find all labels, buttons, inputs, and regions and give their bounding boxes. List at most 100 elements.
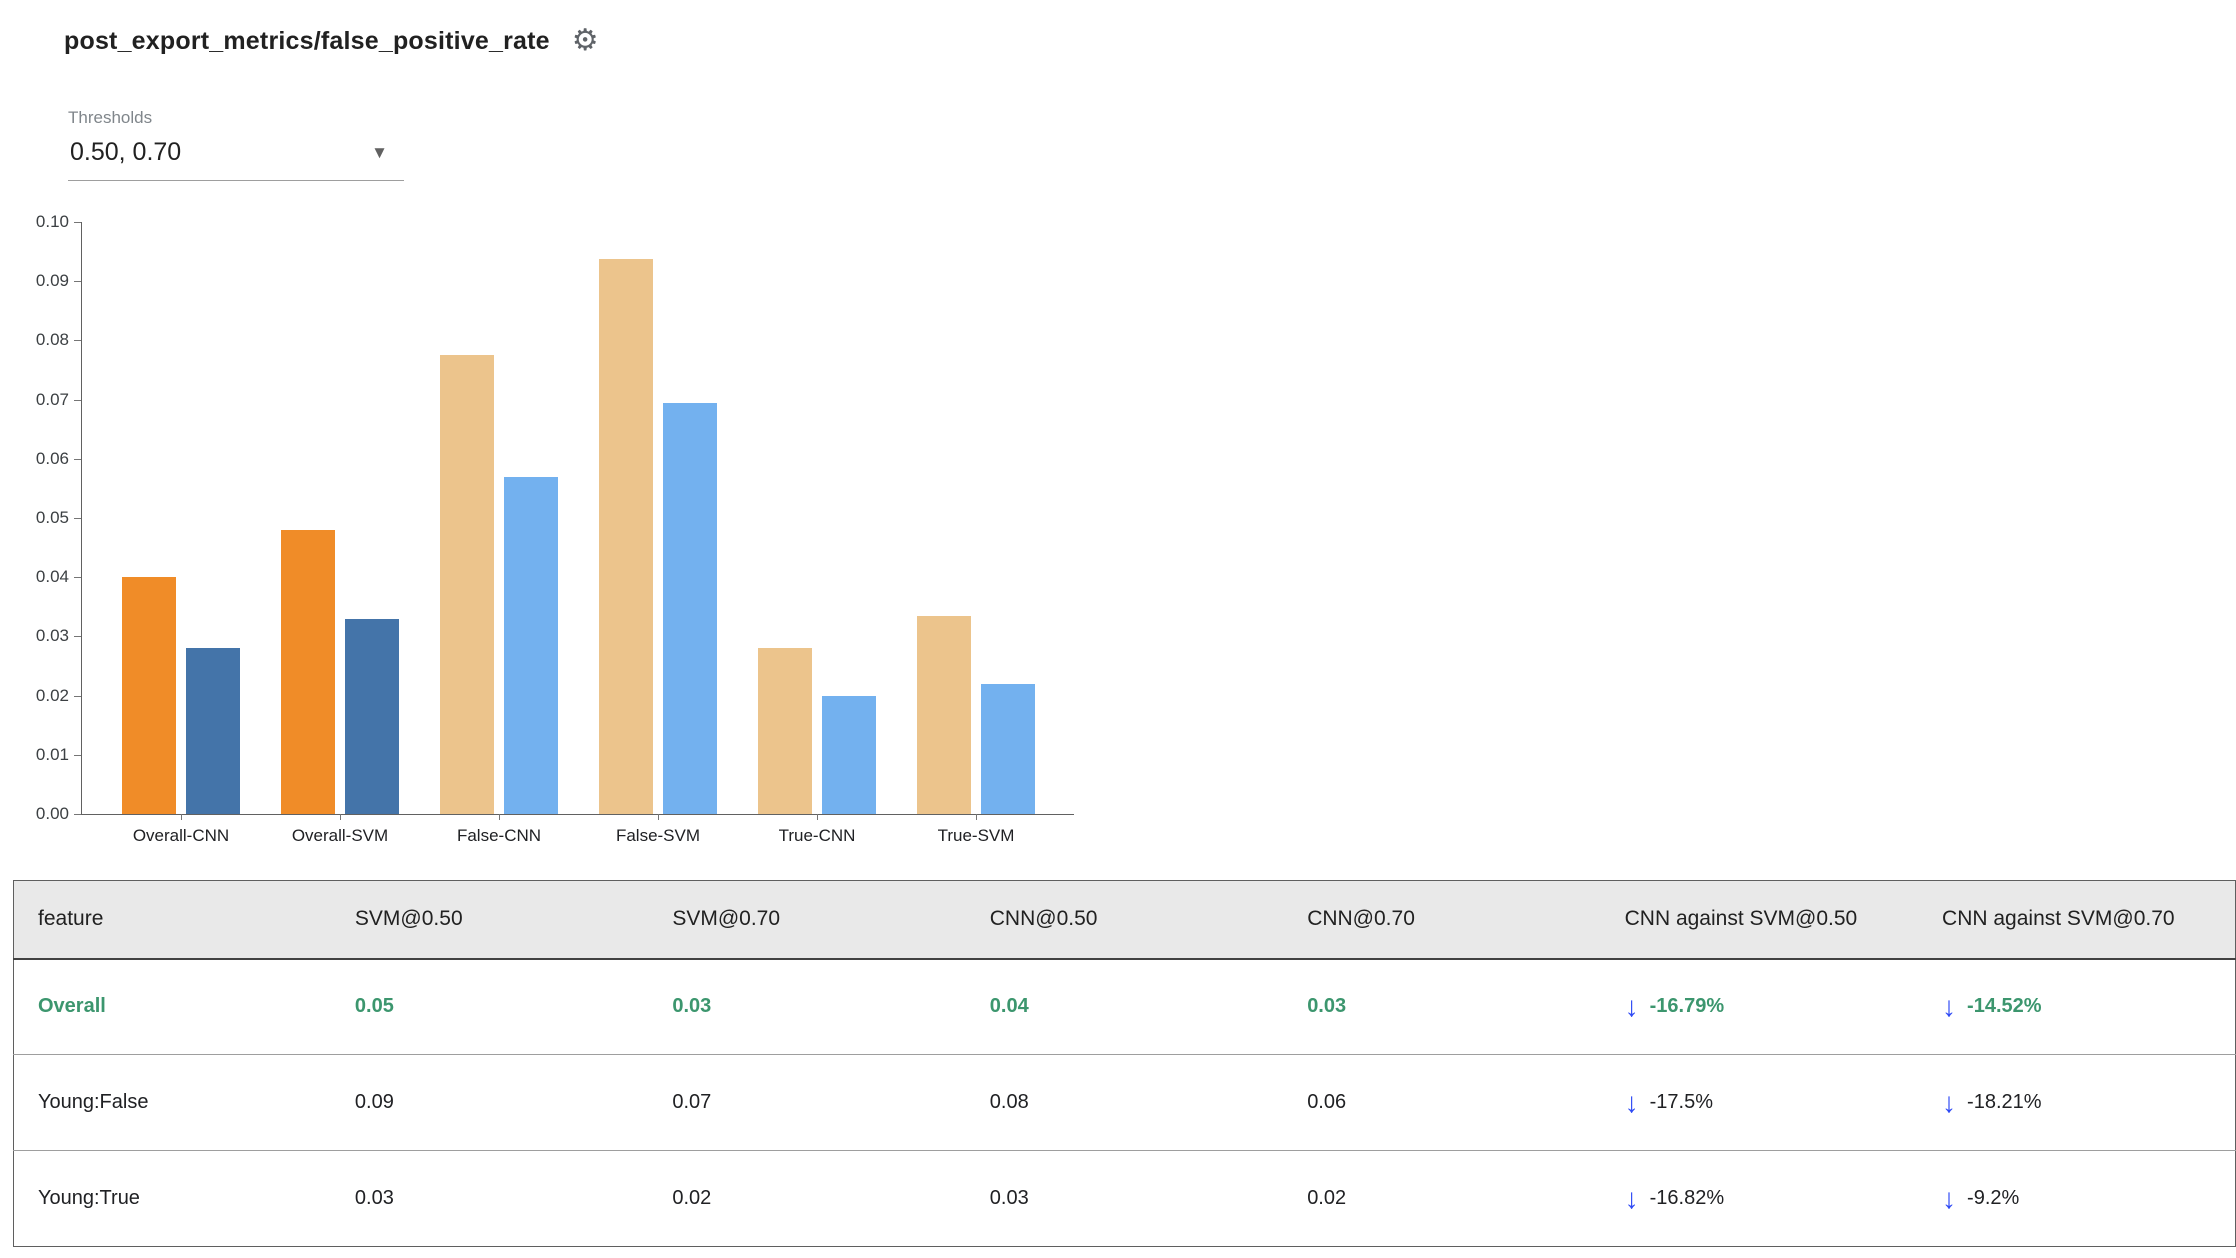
metric-value-cell: 0.02 xyxy=(648,1150,966,1247)
column-header: feature xyxy=(13,880,331,960)
bar-false-cnn-0-70[interactable] xyxy=(504,477,558,814)
bar-false-svm-0-50[interactable] xyxy=(599,259,653,814)
thresholds-label: Thresholds xyxy=(68,108,153,127)
bar-overall-svm-0-50[interactable] xyxy=(281,530,335,814)
delta-value: -9.2% xyxy=(1967,1187,2020,1209)
delta-cell: ↓ -16.82% xyxy=(1600,1150,1919,1247)
feature-cell: Young:False xyxy=(13,1054,331,1151)
metric-value-cell: 0.03 xyxy=(965,1150,1284,1247)
table-row[interactable]: Young:False 0.09 0.07 0.08 0.06 ↓ -17.5% ↓ -18.2… xyxy=(13,1054,2236,1151)
table-body: Overall 0.05 0.03 0.04 0.03 ↓ -16.79% ↓ -14.52% Y… xyxy=(13,958,2236,1247)
thresholds-value: 0.50, 0.70 xyxy=(70,138,182,166)
x-axis-category-label: True-SVM xyxy=(937,826,1015,845)
bar-true-cnn-0-50[interactable] xyxy=(758,648,812,814)
metrics-table: feature SVM@0.50 SVM@0.70 CNN@0.50 CNN@0.70 C… xyxy=(13,880,2236,1247)
column-header: CNN against SVM@0.50 xyxy=(1600,880,1919,960)
delta-cell: ↓ -9.2% xyxy=(1918,1150,2236,1247)
delta-value: -18.21% xyxy=(1967,1091,2042,1113)
y-axis-tick xyxy=(74,518,81,519)
column-header: CNN@0.50 xyxy=(965,880,1284,960)
metric-value-cell: 0.03 xyxy=(648,958,966,1055)
metric-value-cell: 0.03 xyxy=(330,1150,649,1247)
arrow-down-icon: ↓ xyxy=(1942,1086,1957,1118)
y-axis-tick-label: 0.06 xyxy=(35,448,69,468)
metric-value-cell: 0.08 xyxy=(965,1054,1284,1151)
y-axis-tick-label: 0.02 xyxy=(35,685,69,705)
table-row[interactable]: Young:True 0.03 0.02 0.03 0.02 ↓ -16.82% ↓ -9.2% xyxy=(13,1150,2236,1247)
y-axis-tick-label: 0.01 xyxy=(35,744,69,764)
x-axis-tick xyxy=(499,814,500,820)
chevron-down-icon: ▼ xyxy=(371,142,388,162)
y-axis-tick-label: 0.08 xyxy=(35,330,69,350)
y-axis-tick-label: 0.00 xyxy=(35,804,69,823)
bar-chart: 0.00 0.01 0.02 0.03 0.04 0.05 0.06 0.07 0.08 0.09… xyxy=(0,200,1160,890)
y-axis-tick-label: 0.09 xyxy=(35,271,69,291)
bar-false-svm-0-70[interactable] xyxy=(663,403,717,814)
arrow-down-icon: ↓ xyxy=(1942,990,1957,1022)
x-axis-tick xyxy=(976,814,977,820)
y-axis-tick xyxy=(74,458,81,460)
thresholds-select: Thresholds 0.50, 0.70 ▼ xyxy=(68,108,404,181)
metric-value-cell: 0.06 xyxy=(1283,1054,1601,1151)
y-axis-tick xyxy=(74,577,81,579)
delta-cell: ↓ -14.52% xyxy=(1918,958,2236,1055)
y-axis-tick-label: 0.03 xyxy=(35,626,69,646)
delta-cell: ↓ -17.5% xyxy=(1600,1054,1919,1151)
y-axis-tick xyxy=(74,222,81,223)
y-axis-tick-label: 0.04 xyxy=(35,567,69,587)
table-row[interactable]: Overall 0.05 0.03 0.04 0.03 ↓ -16.79% ↓ -14.52% xyxy=(13,958,2236,1055)
delta-cell: ↓ -16.79% xyxy=(1600,958,1919,1055)
x-axis-category-label: True-CNN xyxy=(778,826,856,845)
metric-value-cell: 0.04 xyxy=(965,958,1284,1055)
gear-icon[interactable]: ⚙ xyxy=(571,24,599,57)
x-axis-tick xyxy=(340,814,341,820)
y-axis-tick-label: 0.07 xyxy=(35,389,69,409)
delta-value: -16.82% xyxy=(1649,1187,1725,1209)
y-axis-tick xyxy=(74,399,81,401)
feature-cell: Overall xyxy=(13,958,331,1055)
metric-value-cell: 0.05 xyxy=(330,958,649,1055)
y-axis-tick xyxy=(74,814,81,815)
table-header-row: feature SVM@0.50 SVM@0.70 CNN@0.50 CNN@0.70 C… xyxy=(13,880,2236,960)
x-axis-line xyxy=(81,814,1074,815)
page-title: post_export_metrics/false_positive_rate xyxy=(64,26,550,55)
metric-value-cell: 0.09 xyxy=(330,1054,649,1151)
metrics-table-wrap: feature SVM@0.50 SVM@0.70 CNN@0.50 CNN@0.70 C… xyxy=(13,880,2236,1247)
y-axis-tick-label: 0.05 xyxy=(35,508,69,527)
metric-value-cell: 0.07 xyxy=(648,1054,966,1151)
bar-true-svm-0-50[interactable] xyxy=(917,616,971,814)
y-axis-tick xyxy=(74,695,81,697)
y-axis-tick xyxy=(74,340,81,342)
column-header: SVM@0.70 xyxy=(648,880,966,960)
page-header: post_export_metrics/false_positive_rate … xyxy=(64,26,599,56)
arrow-down-icon: ↓ xyxy=(1624,1086,1639,1118)
column-header: CNN@0.70 xyxy=(1283,880,1601,960)
delta-value: -14.52% xyxy=(1967,995,2042,1018)
y-axis-line xyxy=(81,222,82,814)
x-axis-category-label: Overall-SVM xyxy=(291,826,389,845)
delta-value: -17.5% xyxy=(1649,1091,1713,1113)
x-axis-tick xyxy=(181,814,182,820)
bar-overall-cnn-0-50[interactable] xyxy=(122,577,176,814)
delta-value: -16.79% xyxy=(1649,995,1725,1018)
metric-value-cell: 0.03 xyxy=(1283,958,1601,1055)
bar-overall-svm-0-70[interactable] xyxy=(345,619,399,814)
delta-cell: ↓ -18.21% xyxy=(1918,1054,2236,1151)
x-axis-tick xyxy=(817,814,818,820)
metric-value-cell: 0.02 xyxy=(1283,1150,1601,1247)
y-axis-tick xyxy=(74,636,81,638)
thresholds-dropdown[interactable]: 0.50, 0.70 ▼ xyxy=(68,131,404,181)
arrow-down-icon: ↓ xyxy=(1624,1182,1639,1214)
arrow-down-icon: ↓ xyxy=(1942,1182,1957,1214)
column-header: CNN against SVM@0.70 xyxy=(1918,880,2236,960)
column-header: SVM@0.50 xyxy=(330,880,649,960)
x-axis-category-label: Overall-CNN xyxy=(132,826,230,845)
bar-true-cnn-0-70[interactable] xyxy=(822,696,876,814)
y-axis-tick-label: 0.10 xyxy=(35,212,69,231)
bar-overall-cnn-0-70[interactable] xyxy=(186,648,240,814)
x-axis-tick xyxy=(658,814,659,820)
y-axis-tick xyxy=(74,754,81,756)
bar-true-svm-0-70[interactable] xyxy=(981,684,1035,814)
arrow-down-icon: ↓ xyxy=(1624,990,1639,1022)
bar-false-cnn-0-50[interactable] xyxy=(440,355,494,814)
